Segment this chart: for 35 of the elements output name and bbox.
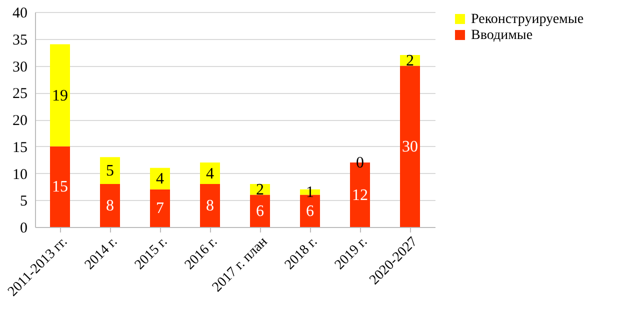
bar: [200, 162, 220, 184]
y-tick-label: 40: [12, 6, 28, 22]
data-label: 5: [106, 162, 114, 180]
data-label: 8: [206, 198, 214, 214]
data-label: 12: [352, 186, 368, 204]
y-tick-label: 35: [12, 32, 28, 48]
data-label: 2: [256, 181, 264, 198]
data-label: 4: [156, 170, 164, 188]
bar: [100, 184, 120, 227]
data-label: 7: [156, 200, 164, 218]
y-tick-label: 5: [20, 194, 28, 210]
y-tick-label: 15: [12, 140, 28, 156]
y-tick-label: 10: [12, 166, 28, 183]
bar: [150, 189, 170, 227]
data-label: 4: [206, 165, 214, 182]
bar: [50, 146, 70, 227]
y-tick-label: 0: [20, 220, 28, 236]
y-tick-label: 20: [12, 113, 28, 129]
bar: [50, 44, 70, 146]
data-label: 2: [406, 52, 414, 70]
legend-label: Реконструируемые: [471, 12, 584, 27]
bar: [200, 184, 220, 227]
bar: [150, 168, 170, 190]
data-label: 6: [256, 202, 264, 220]
data-label: 6: [306, 202, 314, 220]
y-tick-label: 30: [12, 59, 28, 76]
bar: [400, 66, 420, 227]
legend-label: Вводимые: [471, 28, 533, 43]
data-label: 8: [106, 198, 114, 214]
data-label: 15: [52, 178, 68, 196]
bar: [100, 157, 120, 184]
data-label: 19: [52, 87, 68, 104]
data-label: 30: [402, 138, 418, 156]
bar: [250, 194, 270, 227]
y-tick-label: 25: [12, 86, 28, 102]
